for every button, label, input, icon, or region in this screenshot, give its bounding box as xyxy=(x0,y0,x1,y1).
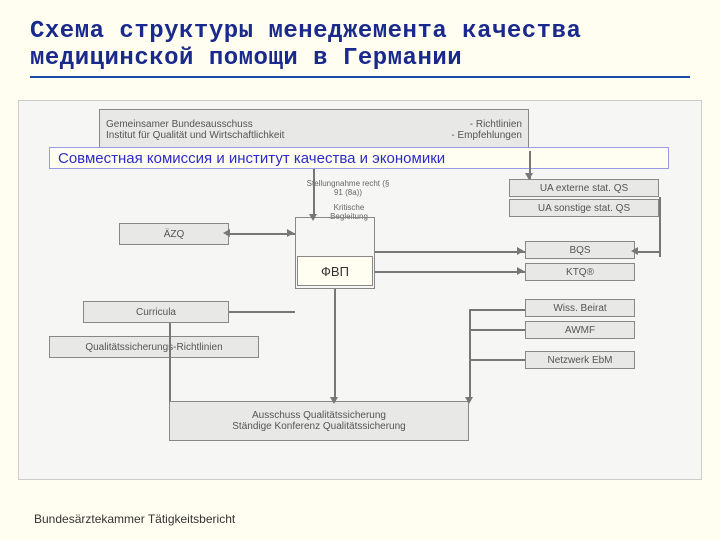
title-underline xyxy=(30,76,690,78)
bqs-label: BQS xyxy=(532,245,628,256)
awmf-label: AWMF xyxy=(532,325,628,336)
box-bqs: BQS xyxy=(525,241,635,259)
arrow-ua-down xyxy=(525,173,533,180)
box-ua-sonstige: UA sonstige stat. QS xyxy=(509,199,659,217)
line-ua-to-bqs xyxy=(635,251,659,253)
box-wiss-beirat: Wiss. Beirat xyxy=(525,299,635,317)
line-left-stub xyxy=(169,399,171,401)
line-right-vert xyxy=(469,309,471,401)
box-ua-externe: UA externe stat. QS xyxy=(509,179,659,197)
line-wiss-left xyxy=(469,309,525,311)
title-line-2: медицинской помощи в Германии xyxy=(30,45,690,72)
line-left-down xyxy=(169,323,171,401)
line-ua-vert xyxy=(659,197,661,257)
slide-title-block: Схема структуры менеджемента качества ме… xyxy=(0,0,720,84)
ua-ext-label: UA externe stat. QS xyxy=(516,183,652,194)
line-center-ktq xyxy=(375,271,525,273)
label-stellungnahme: Stellungnahme recht (§ 91 (8a)) xyxy=(305,179,391,197)
arrow-bqs-right xyxy=(517,247,524,255)
fvp-label: ФВП xyxy=(321,264,349,279)
box-azq: ÄZQ xyxy=(119,223,229,245)
title-line-1: Схема структуры менеджемента качества xyxy=(30,18,690,45)
top-box-r1: - Richtlinien xyxy=(470,119,522,130)
box-gemeinsamer-bundesausschuss: Gemeinsamer Bundesausschuss - Richtlinie… xyxy=(99,109,529,151)
qs-richt-label: Qualitätssicherungs-Richtlinien xyxy=(56,342,252,353)
line-center-bqs xyxy=(375,251,525,253)
box-fvp: ФВП xyxy=(297,256,373,286)
ktq-label: KTQ® xyxy=(532,267,628,278)
azq-label: ÄZQ xyxy=(126,229,222,240)
box-curricula: Curricula xyxy=(83,301,229,323)
line-curricula-center xyxy=(229,311,295,313)
arrow-top-down xyxy=(309,214,317,221)
arrow-right-down xyxy=(465,397,473,404)
line-awmf-left xyxy=(469,329,525,331)
top-box-r2: - Empfehlungen xyxy=(451,130,522,141)
line-azq-center xyxy=(229,233,295,235)
box-ktq: KTQ® xyxy=(525,263,635,281)
arrow-ktq-right xyxy=(517,267,524,275)
ua-sonst-label: UA sonstige stat. QS xyxy=(516,203,652,214)
box-qs-richtlinien: Qualitätssicherungs-Richtlinien xyxy=(49,336,259,358)
top-box-l1: Gemeinsamer Bundesausschuss xyxy=(106,119,253,130)
arrow-ua-bqs xyxy=(631,247,638,255)
overlay-translation-bar: Совместная комиссия и институт качества … xyxy=(49,147,669,169)
netz-label: Netzwerk EbM xyxy=(532,355,628,366)
bottom-l1: Ausschuss Qualitätssicherung xyxy=(176,410,462,421)
box-awmf: AWMF xyxy=(525,321,635,339)
curricula-label: Curricula xyxy=(90,307,222,318)
line-center-bottom xyxy=(334,289,336,401)
footer-source: Bundesärztekammer Tätigkeitsbericht xyxy=(34,512,235,526)
diagram-container: Gemeinsamer Bundesausschuss - Richtlinie… xyxy=(18,100,702,480)
wiss-label: Wiss. Beirat xyxy=(532,303,628,314)
box-netzwerk-ebm: Netzwerk EbM xyxy=(525,351,635,369)
box-ausschuss-qs: Ausschuss Qualitätssicherung Ständige Ko… xyxy=(169,401,469,441)
line-netz-left xyxy=(469,359,525,361)
arrow-azq-left xyxy=(223,229,230,237)
bottom-l2: Ständige Konferenz Qualitätssicherung xyxy=(176,421,462,432)
line-top-to-center xyxy=(313,169,315,217)
arrow-azq-right xyxy=(287,229,294,237)
arrow-center-down xyxy=(330,397,338,404)
top-box-l2: Institut für Qualität und Wirtschaftlich… xyxy=(106,130,284,141)
